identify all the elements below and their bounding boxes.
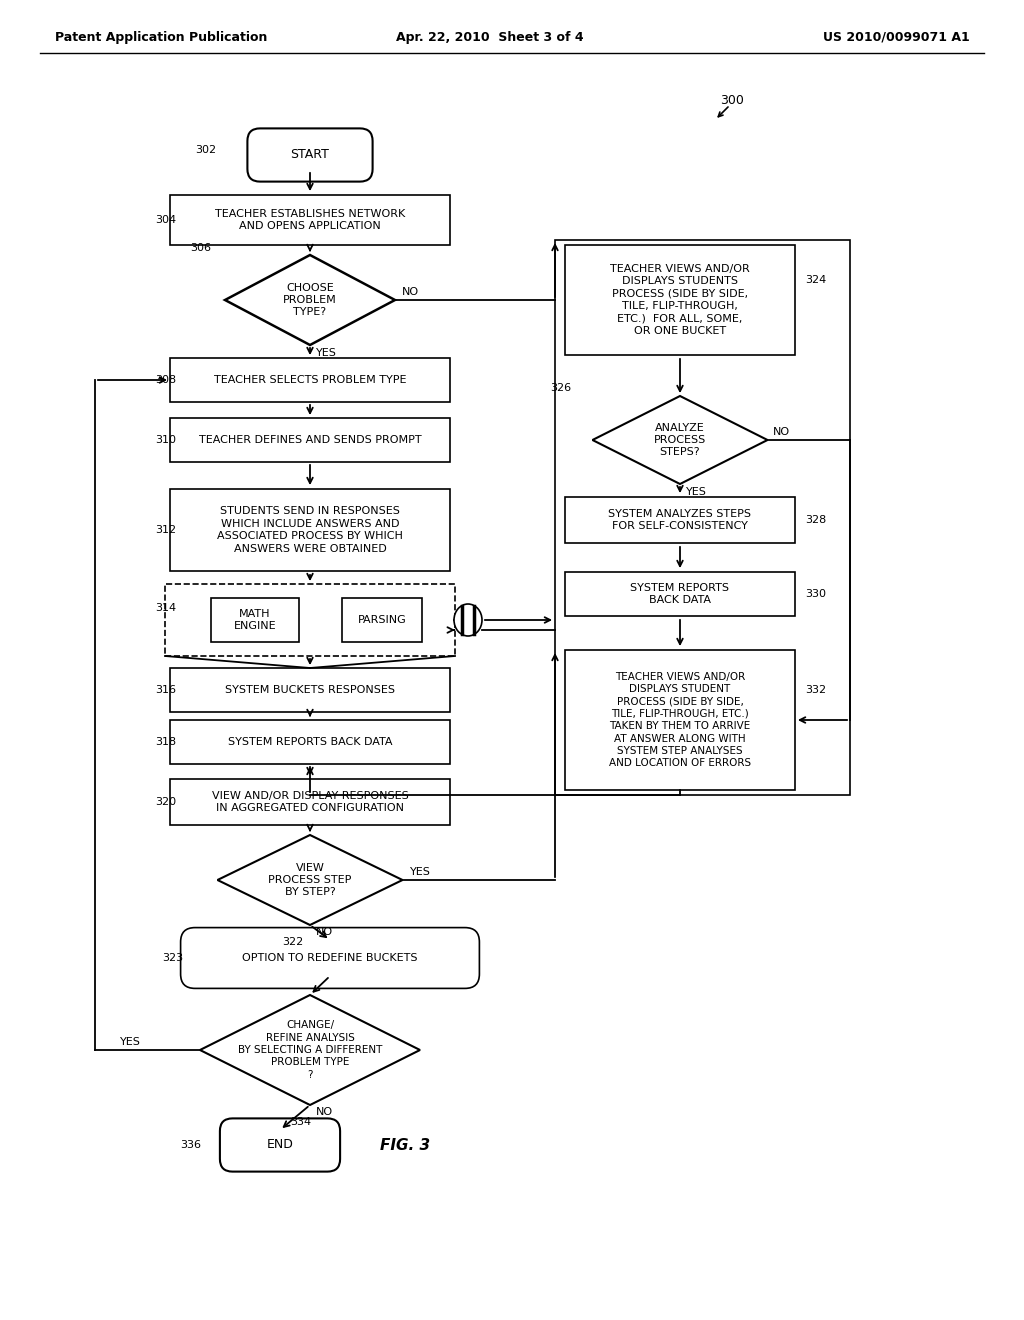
Text: OPTION TO REDEFINE BUCKETS: OPTION TO REDEFINE BUCKETS (243, 953, 418, 964)
Text: TEACHER DEFINES AND SENDS PROMPT: TEACHER DEFINES AND SENDS PROMPT (199, 436, 421, 445)
Text: NO: NO (402, 286, 419, 297)
FancyBboxPatch shape (248, 128, 373, 182)
Text: 330: 330 (805, 589, 826, 599)
Text: START: START (291, 149, 330, 161)
Bar (565, 572, 795, 616)
FancyBboxPatch shape (180, 928, 479, 989)
Text: SYSTEM REPORTS BACK DATA: SYSTEM REPORTS BACK DATA (227, 737, 392, 747)
Polygon shape (225, 255, 395, 345)
Text: TEACHER VIEWS AND/OR
DISPLAYS STUDENT
PROCESS (SIDE BY SIDE,
TILE, FLIP-THROUGH,: TEACHER VIEWS AND/OR DISPLAYS STUDENT PR… (609, 672, 751, 768)
Text: 314: 314 (155, 603, 176, 612)
Text: 308: 308 (155, 375, 176, 385)
Text: 320: 320 (155, 797, 176, 807)
Text: 334: 334 (290, 1117, 311, 1127)
Bar (170, 488, 450, 572)
Text: CHANGE/
REFINE ANALYSIS
BY SELECTING A DIFFERENT
PROBLEM TYPE
?: CHANGE/ REFINE ANALYSIS BY SELECTING A D… (238, 1020, 382, 1080)
Bar (165, 583, 455, 656)
Text: MATH
ENGINE: MATH ENGINE (233, 609, 276, 631)
Bar (170, 719, 450, 764)
Text: 323: 323 (162, 953, 183, 964)
Ellipse shape (454, 605, 482, 636)
Polygon shape (593, 396, 768, 484)
Polygon shape (200, 995, 420, 1105)
Text: YES: YES (316, 348, 337, 358)
Bar (565, 246, 795, 355)
Polygon shape (217, 836, 402, 925)
Text: VIEW AND/OR DISPLAY RESPONSES
IN AGGREGATED CONFIGURATION: VIEW AND/OR DISPLAY RESPONSES IN AGGREGA… (212, 791, 409, 813)
Text: YES: YES (410, 867, 431, 876)
Text: 302: 302 (195, 145, 216, 154)
Bar (170, 195, 450, 246)
Bar (565, 498, 795, 543)
Text: YES: YES (120, 1038, 141, 1047)
FancyBboxPatch shape (220, 1118, 340, 1172)
Text: 336: 336 (180, 1140, 201, 1150)
Text: FIG. 3: FIG. 3 (380, 1138, 430, 1152)
Text: 316: 316 (155, 685, 176, 696)
Text: 310: 310 (155, 436, 176, 445)
Text: 332: 332 (805, 685, 826, 696)
Text: SYSTEM BUCKETS RESPONSES: SYSTEM BUCKETS RESPONSES (225, 685, 395, 696)
Bar (565, 649, 795, 789)
Text: Apr. 22, 2010  Sheet 3 of 4: Apr. 22, 2010 Sheet 3 of 4 (396, 30, 584, 44)
Text: 324: 324 (805, 275, 826, 285)
Text: 312: 312 (155, 525, 176, 535)
Text: 300: 300 (720, 94, 743, 107)
Text: US 2010/0099071 A1: US 2010/0099071 A1 (823, 30, 970, 44)
Text: 318: 318 (155, 737, 176, 747)
Text: NO: NO (316, 1107, 333, 1117)
Text: CHOOSE
PROBLEM
TYPE?: CHOOSE PROBLEM TYPE? (283, 282, 337, 317)
Bar (170, 668, 450, 711)
Text: 328: 328 (805, 515, 826, 525)
Bar (342, 598, 422, 642)
Text: TEACHER SELECTS PROBLEM TYPE: TEACHER SELECTS PROBLEM TYPE (214, 375, 407, 385)
Text: ANALYZE
PROCESS
STEPS?: ANALYZE PROCESS STEPS? (654, 422, 707, 458)
Text: YES: YES (686, 487, 707, 498)
Text: TEACHER ESTABLISHES NETWORK
AND OPENS APPLICATION: TEACHER ESTABLISHES NETWORK AND OPENS AP… (215, 209, 406, 231)
Text: VIEW
PROCESS STEP
BY STEP?: VIEW PROCESS STEP BY STEP? (268, 862, 351, 898)
Text: TEACHER VIEWS AND/OR
DISPLAYS STUDENTS
PROCESS (SIDE BY SIDE,
TILE, FLIP-THROUGH: TEACHER VIEWS AND/OR DISPLAYS STUDENTS P… (610, 264, 750, 337)
Text: 306: 306 (190, 243, 211, 253)
Text: SYSTEM REPORTS
BACK DATA: SYSTEM REPORTS BACK DATA (631, 583, 729, 605)
Text: 326: 326 (550, 383, 571, 393)
Text: STUDENTS SEND IN RESPONSES
WHICH INCLUDE ANSWERS AND
ASSOCIATED PROCESS BY WHICH: STUDENTS SEND IN RESPONSES WHICH INCLUDE… (217, 507, 402, 553)
Bar (170, 779, 450, 825)
Text: NO: NO (773, 426, 791, 437)
Text: 322: 322 (282, 937, 303, 946)
Text: Patent Application Publication: Patent Application Publication (55, 30, 267, 44)
Text: NO: NO (316, 927, 333, 937)
Text: END: END (266, 1138, 294, 1151)
Bar (170, 358, 450, 403)
Text: SYSTEM ANALYZES STEPS
FOR SELF-CONSISTENCY: SYSTEM ANALYZES STEPS FOR SELF-CONSISTEN… (608, 508, 752, 531)
Text: PARSING: PARSING (357, 615, 407, 624)
Text: 304: 304 (155, 215, 176, 224)
Bar (170, 418, 450, 462)
Bar (211, 598, 299, 642)
Bar (555, 240, 850, 795)
